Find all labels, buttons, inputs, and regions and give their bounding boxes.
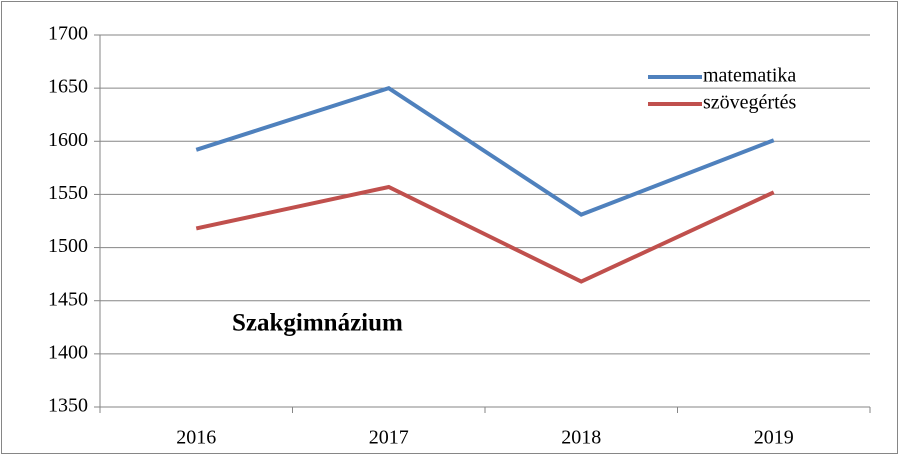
- y-tick-label: 1450: [48, 288, 88, 310]
- annotation: Szakgimnázium: [232, 310, 403, 337]
- y-tick-label: 1700: [48, 23, 88, 45]
- y-tick-label: 1350: [48, 395, 88, 417]
- x-tick-label: 2019: [754, 427, 794, 449]
- legend-label: szövegértés: [703, 92, 797, 114]
- y-tick-label: 1400: [48, 341, 88, 363]
- legend-label: matematika: [703, 65, 796, 87]
- y-tick-label: 1650: [48, 76, 88, 98]
- y-tick-label: 1550: [48, 182, 88, 204]
- y-tick-label: 1600: [48, 129, 88, 151]
- x-tick-label: 2017: [369, 427, 409, 449]
- y-tick-label: 1500: [48, 235, 88, 257]
- series-line: [195, 85, 775, 217]
- series-line: [195, 184, 775, 284]
- x-tick-label: 2018: [561, 427, 601, 449]
- x-tick-label: 2016: [176, 427, 216, 449]
